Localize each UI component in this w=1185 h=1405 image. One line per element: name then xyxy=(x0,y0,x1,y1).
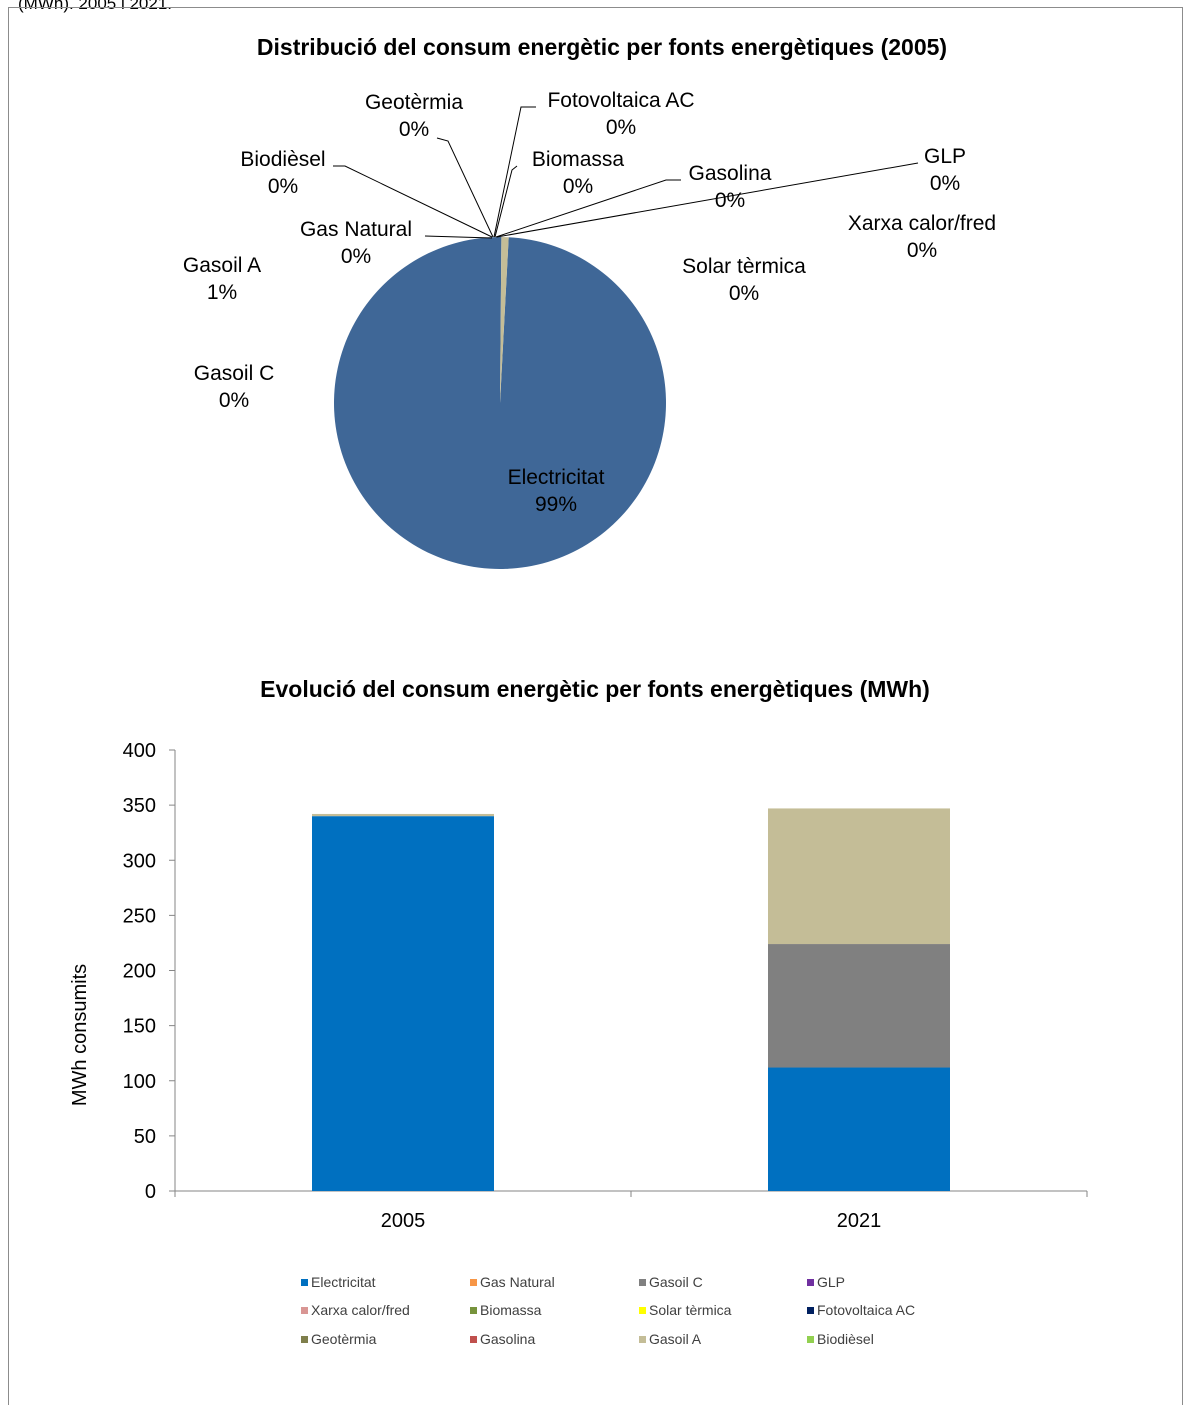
legend-label-glp: GLP xyxy=(817,1274,845,1290)
pie-label-gasoil-a: Gasoil A xyxy=(183,254,261,277)
y-tick-label: 150 xyxy=(123,1016,156,1038)
pie-pct-solar-termica: 0% xyxy=(729,282,759,305)
legend-label-fotovoltaica-ac: Fotovoltaica AC xyxy=(817,1302,915,1318)
x-tick-label-2021: 2021 xyxy=(837,1210,882,1232)
pie-leader-geotermia xyxy=(436,137,494,238)
y-tick-label: 400 xyxy=(123,740,156,762)
pie-leader-glp xyxy=(496,162,919,238)
legend-label-biodiesel: Biodièsel xyxy=(817,1331,874,1347)
legend-label-xarxa-calor-fred: Xarxa calor/fred xyxy=(311,1302,410,1318)
pie-pct-gasoil-c: 0% xyxy=(219,389,249,412)
legend-label-electricitat: Electricitat xyxy=(311,1274,376,1290)
legend-label-gasolina: Gasolina xyxy=(480,1331,535,1347)
pie-chart-title: Distribució del consum energètic per fon… xyxy=(257,34,947,60)
y-tick-label: 0 xyxy=(145,1181,156,1203)
pie-pct-biomassa: 0% xyxy=(563,175,593,198)
legend-swatch-geotermia xyxy=(301,1336,308,1343)
legend-swatch-xarxa-calor-fred xyxy=(301,1307,308,1314)
legend-swatch-gasoil-c xyxy=(639,1279,646,1286)
pie-pct-electricitat: 99% xyxy=(535,493,577,516)
pie-label-solar-termica: Solar tèrmica xyxy=(682,255,806,278)
legend-label-gasoil-a: Gasoil A xyxy=(649,1331,702,1347)
pie-chart xyxy=(334,237,667,569)
bar-gasoil-a-2021 xyxy=(768,808,950,945)
legend-label-gas-natural: Gas Natural xyxy=(480,1274,555,1290)
pie-pct-gasoil-a: 1% xyxy=(207,281,237,304)
legend-swatch-electricitat xyxy=(301,1279,308,1286)
y-tick-label: 200 xyxy=(123,961,156,983)
pie-label-geotermia: Geotèrmia xyxy=(365,91,463,114)
legend-swatch-fotovoltaica-ac xyxy=(807,1307,814,1314)
bar-chart-title: Evolució del consum energètic per fonts … xyxy=(260,676,930,702)
pie-pct-xarxa-calor-fred: 0% xyxy=(907,239,937,262)
pie-leader-biodiesel xyxy=(333,165,493,238)
legend-swatch-glp xyxy=(807,1279,814,1286)
legend-swatch-solar-termica xyxy=(639,1307,646,1314)
pie-leader-biomassa xyxy=(494,165,518,238)
pie-pct-gasolina: 0% xyxy=(715,189,745,212)
y-tick-label: 50 xyxy=(134,1126,156,1148)
pie-pct-gas-natural: 0% xyxy=(341,245,371,268)
legend: Electricitat Gas Natural Gasoil C GLP Xarxa … xyxy=(301,1274,915,1347)
pie-slice-gasoil-a xyxy=(500,237,509,403)
legend-swatch-gasoil-a xyxy=(639,1336,646,1343)
pie-leader-fotovoltaica-ac xyxy=(493,106,536,238)
pie-pct-biodiesel: 0% xyxy=(268,175,298,198)
y-tick-label: 250 xyxy=(123,905,156,927)
pie-label-glp: GLP xyxy=(924,145,966,168)
y-axis-title: MWh consumits xyxy=(69,964,91,1106)
pie-label-biodiesel: Biodièsel xyxy=(240,148,325,171)
legend-label-solar-termica: Solar tèrmica xyxy=(649,1302,732,1318)
bar-chart-axes: 0 50 100 150 200 250 300 350 400 2005 2021 xyxy=(123,740,1088,1232)
bar-chart xyxy=(312,808,950,1191)
pie-leader-gas-natural xyxy=(424,235,493,239)
legend-label-geotermia: Geotèrmia xyxy=(311,1331,377,1347)
legend-swatch-gasolina xyxy=(470,1336,477,1343)
legend-swatch-biomassa xyxy=(470,1307,477,1314)
figure-caption: (MWh). 2005 i 2021. xyxy=(18,0,173,13)
pie-slice-electricitat xyxy=(334,237,667,569)
y-tick-label: 350 xyxy=(123,795,156,817)
pie-pct-glp: 0% xyxy=(930,172,960,195)
x-tick-label-2005: 2005 xyxy=(381,1210,426,1232)
bar-electricitat-2005 xyxy=(312,816,494,1191)
bar-gasoil-a-2005 xyxy=(312,813,494,817)
y-tick-label: 300 xyxy=(123,850,156,872)
pie-label-xarxa-calor-fred: Xarxa calor/fred xyxy=(848,212,996,235)
legend-label-biomassa: Biomassa xyxy=(480,1302,542,1318)
pie-label-biomassa: Biomassa xyxy=(532,148,625,171)
chart-frame xyxy=(8,7,1183,1405)
bar-electricitat-2021 xyxy=(768,1067,950,1191)
legend-swatch-biodiesel xyxy=(807,1336,814,1343)
bar-gasoil-c-2021 xyxy=(768,944,950,1068)
pie-leader-gasolina xyxy=(495,179,681,238)
legend-swatch-gas-natural xyxy=(470,1279,477,1286)
pie-label-gasolina: Gasolina xyxy=(689,162,772,185)
pie-label-fotovoltaica-ac: Fotovoltaica AC xyxy=(547,89,694,112)
pie-label-electricitat: Electricitat xyxy=(508,466,605,489)
pie-pct-geotermia: 0% xyxy=(399,118,429,141)
legend-label-gasoil-c: Gasoil C xyxy=(649,1274,703,1290)
pie-label-gasoil-c: Gasoil C xyxy=(194,362,275,385)
y-tick-label: 100 xyxy=(123,1071,156,1093)
pie-pct-fotovoltaica-ac: 0% xyxy=(606,116,636,139)
pie-label-gas-natural: Gas Natural xyxy=(300,218,412,241)
